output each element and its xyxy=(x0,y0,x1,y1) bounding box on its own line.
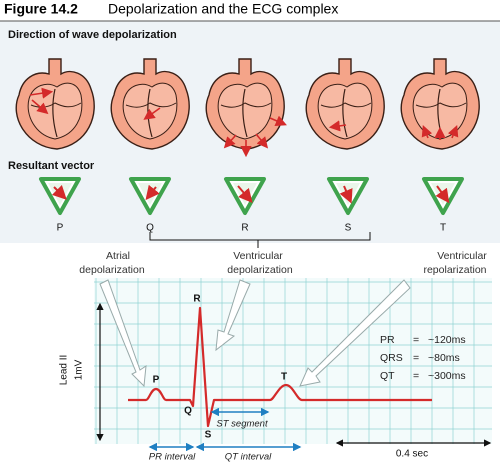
wave-label: Q xyxy=(184,406,192,417)
annotation: Atrial xyxy=(106,250,130,262)
wave-arrows xyxy=(29,87,459,158)
st-label: ST segment xyxy=(216,419,268,430)
vector-label: S xyxy=(345,223,352,234)
pr-label: PR interval xyxy=(149,452,196,462)
pointer-arrows xyxy=(99,279,411,388)
scale-label: 0.4 sec xyxy=(396,449,428,460)
section-title: Resultant vector xyxy=(8,160,95,172)
section-title: Direction of wave depolarization xyxy=(8,29,177,41)
table-cell: ~300ms xyxy=(428,370,466,382)
timing-table: PR = ~120ms QRS = ~80ms QT = ~300ms xyxy=(380,334,466,382)
table-cell: = xyxy=(413,370,419,382)
wave-label: T xyxy=(281,372,287,383)
table-cell: = xyxy=(413,334,419,346)
annotation: depolarization xyxy=(227,264,293,276)
table-cell: PR xyxy=(380,334,395,346)
vector-label: T xyxy=(440,223,446,234)
axis-label: 1mV xyxy=(74,359,85,380)
qt-label: QT interval xyxy=(225,452,272,462)
vector-arrows xyxy=(51,184,450,204)
figure-title: Depolarization and the ECG complex xyxy=(108,1,338,17)
annotation: repolarization xyxy=(423,264,486,276)
vector-label: R xyxy=(241,223,248,234)
vector-label: P xyxy=(57,223,64,234)
table-cell: QRS xyxy=(380,352,403,364)
vector-label: Q xyxy=(146,223,154,234)
table-cell: = xyxy=(413,352,419,364)
ecg-paper xyxy=(94,278,492,444)
wave-label: P xyxy=(153,375,160,386)
table-cell: QT xyxy=(380,370,395,382)
qrs-bracket xyxy=(149,232,371,248)
wave-label: R xyxy=(193,294,201,305)
annotation: Ventricular xyxy=(437,250,487,262)
wave-label: S xyxy=(205,430,212,441)
ecg-grid xyxy=(94,278,492,444)
ecg-trace xyxy=(128,306,432,428)
annotation: depolarization xyxy=(79,264,145,276)
table-cell: ~120ms xyxy=(428,334,466,346)
figure-number: Figure 14.2 xyxy=(4,1,78,17)
table-cell: ~80ms xyxy=(428,352,460,364)
axis-label: Lead II xyxy=(59,355,70,386)
annotation: Ventricular xyxy=(233,250,283,262)
